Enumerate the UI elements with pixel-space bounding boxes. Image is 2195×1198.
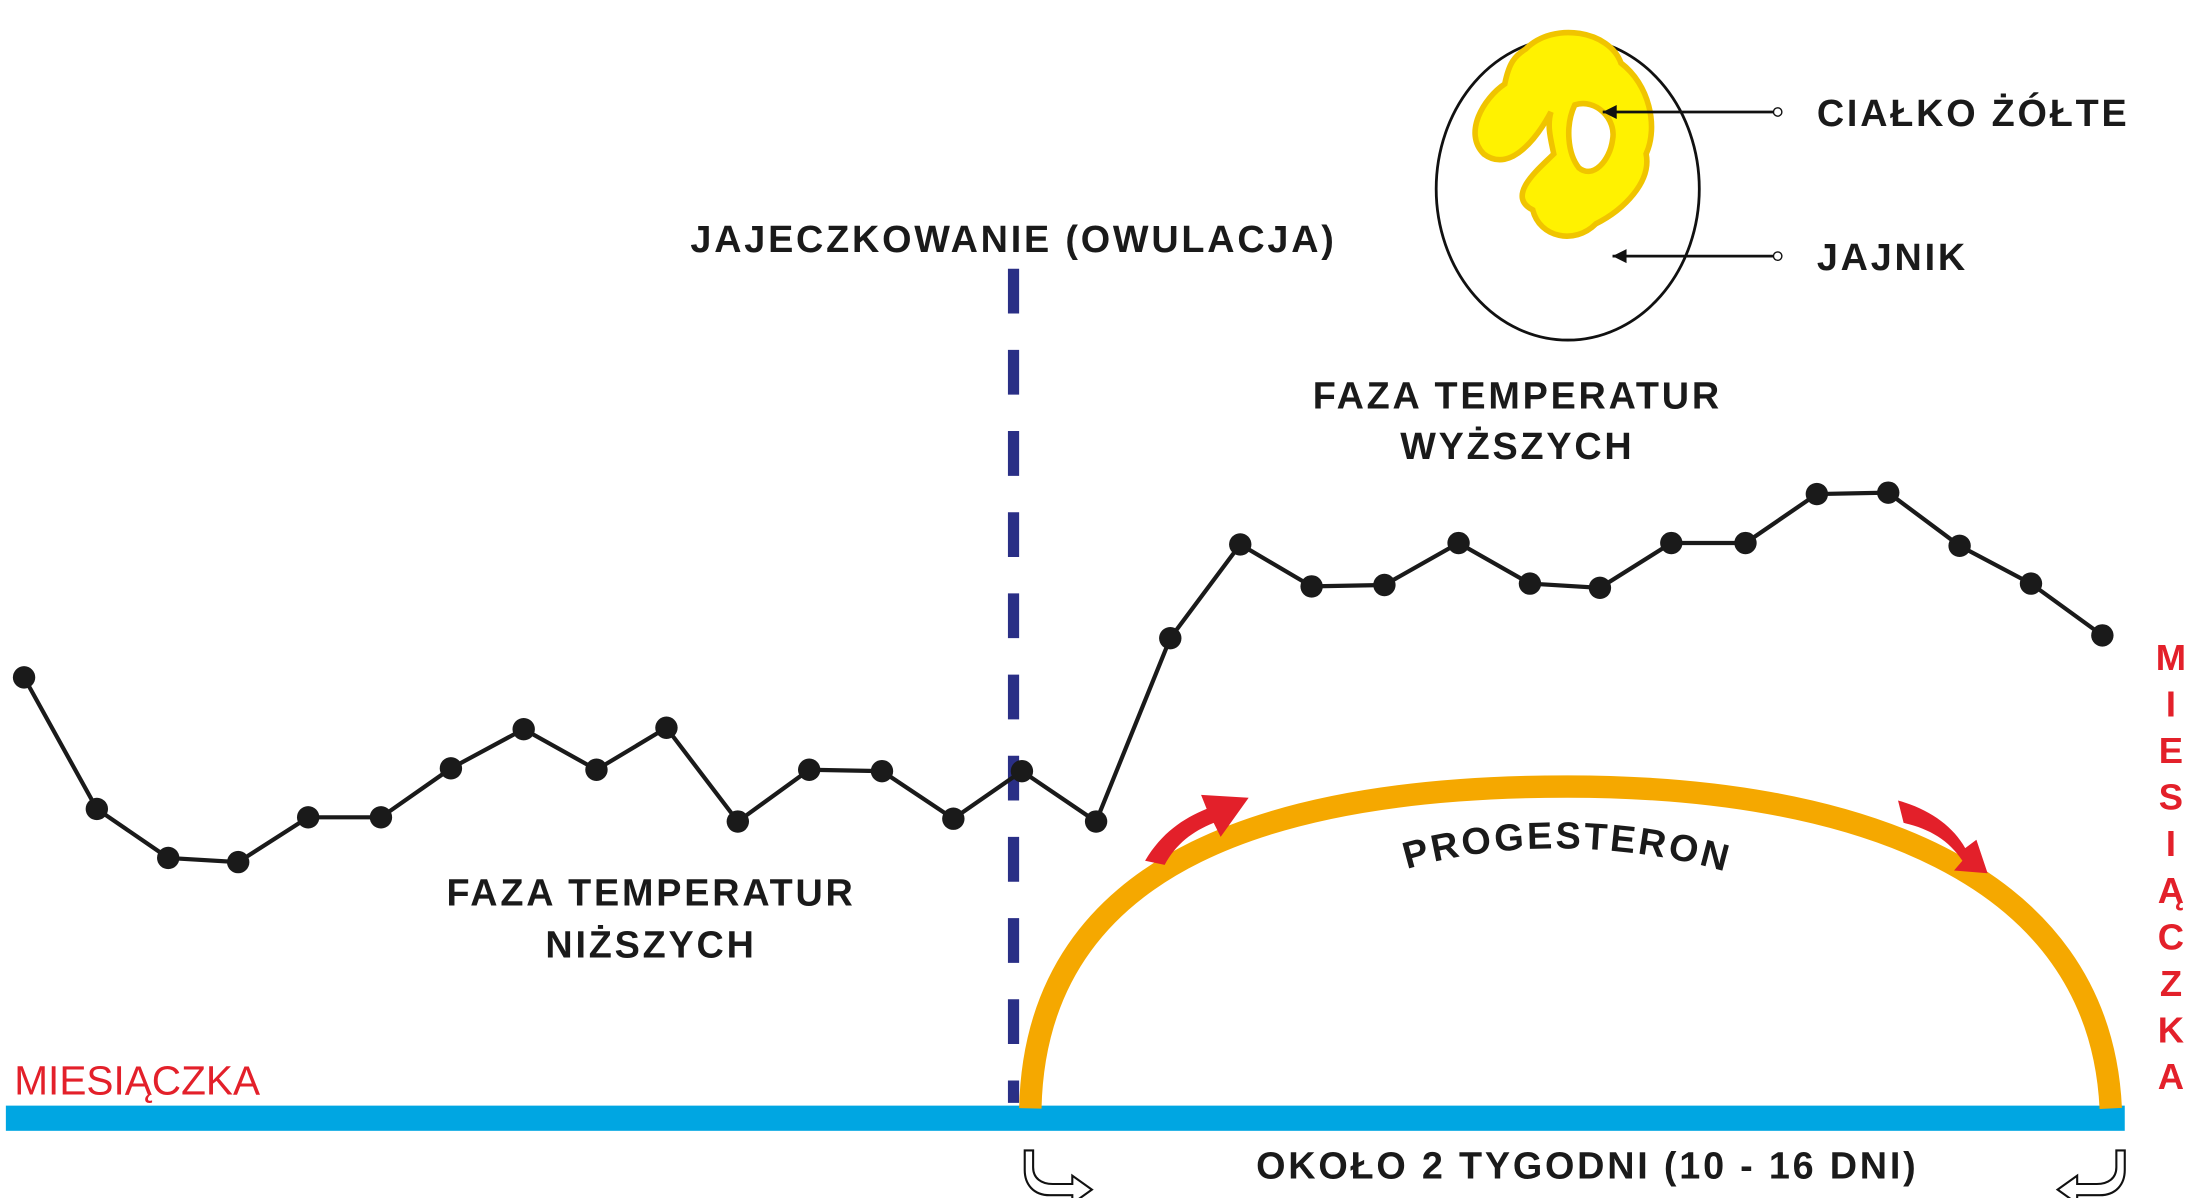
menstruation-right: MIESIĄCZKA [2150,637,2191,1103]
temperature-point [227,851,249,873]
temperature-point [1660,532,1682,554]
temperature-point [86,798,108,820]
temperature-point [297,806,319,828]
duration-label: OKOŁO 2 TYGODNI (10 - 16 DNI) [1256,1145,1918,1187]
menstruation-left: MIESIĄCZKA [14,1057,260,1103]
temperature-point [1011,760,1033,782]
temperature-point [13,666,35,688]
temperature-point [1229,533,1251,555]
temperature-point [1734,532,1756,554]
temperature-point [2020,572,2042,594]
temperature-point [1589,577,1611,599]
temperature-point [1373,574,1395,596]
temperature-point [2091,624,2113,646]
high-phase-line: WYŻSZYCH [1400,426,1634,468]
temperature-point [1159,627,1181,649]
end-arrow [2058,1150,2125,1198]
temperature-point [942,808,964,830]
high-phase-line: FAZA TEMPERATUR [1313,376,1722,418]
temperature-point [370,806,392,828]
temperature-point [1300,575,1322,597]
temperature-point [727,810,749,832]
timeline-bar [6,1106,2125,1131]
ovulation-label: JAJECZKOWANIE (OWULACJA) [690,219,1336,261]
temperature-point [585,759,607,781]
diagram: PROGESTERON CIAŁKO ŻÓŁTE JAJNIK JAJECZKO… [0,0,2195,1198]
temperature-point [157,847,179,869]
corpus-luteum-label: CIAŁKO ŻÓŁTE [1817,92,2130,135]
start-arrow [1025,1150,1092,1198]
temperature-point [1085,810,1107,832]
temperature-point [1877,481,1899,503]
pointer-dot [1773,108,1781,116]
temperature-point [440,757,462,779]
progesterone-text: PROGESTERON [1398,815,1736,880]
temperature-point [1447,532,1469,554]
pointer-dot [1773,252,1781,260]
ovary-label: JAJNIK [1817,237,1968,279]
temperature-point [1948,535,1970,557]
temperature-point [655,717,677,739]
temperature-point [798,759,820,781]
temperature-point [1806,483,1828,505]
temperature-point [512,718,534,740]
low-phase-line: NIŻSZYCH [545,924,756,966]
progesterone-label: PROGESTERON [1398,815,1736,880]
temperature-point [1519,572,1541,594]
temperature-point [871,760,893,782]
low-phase-line: FAZA TEMPERATUR [446,872,855,914]
